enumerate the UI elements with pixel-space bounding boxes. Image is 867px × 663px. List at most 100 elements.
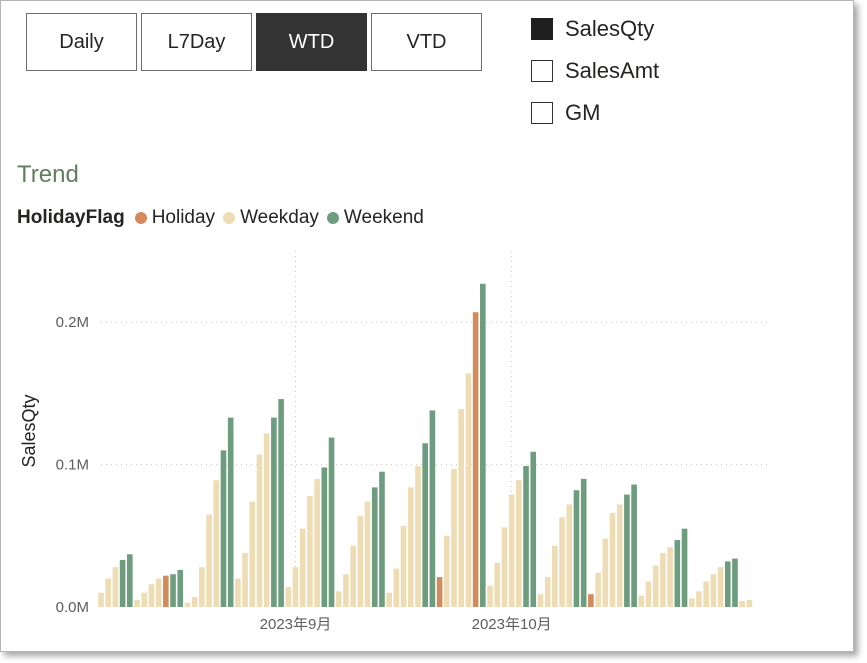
bar-weekday[interactable] [292, 567, 299, 607]
checkbox-checked[interactable] [531, 18, 553, 40]
bar-weekday[interactable] [660, 552, 666, 607]
bar-weekday[interactable] [458, 409, 465, 607]
bar-weekday[interactable] [609, 513, 616, 607]
bar-weekend[interactable] [429, 410, 436, 607]
bar-weekday[interactable] [501, 527, 508, 607]
bar-weekday[interactable] [191, 597, 198, 607]
checkbox-unchecked[interactable] [531, 102, 553, 124]
legend-item-weekend[interactable]: Weekend [326, 207, 424, 229]
bar-weekday[interactable] [746, 599, 753, 607]
bar-weekday[interactable] [537, 594, 544, 607]
bar-weekend[interactable] [271, 417, 277, 607]
bar-weekend[interactable] [371, 487, 378, 607]
bar-weekday[interactable] [688, 598, 695, 607]
bar-weekday[interactable] [494, 562, 501, 607]
checkbox-unchecked[interactable] [531, 60, 553, 82]
bar-weekend[interactable] [724, 561, 731, 607]
bar-weekday[interactable] [400, 525, 407, 607]
bar-weekend[interactable] [573, 490, 580, 607]
bar-weekday[interactable] [703, 581, 709, 607]
bar-weekday[interactable] [206, 514, 212, 607]
bar-weekday[interactable] [307, 495, 313, 607]
bar-weekday[interactable] [552, 545, 558, 607]
bar-weekday[interactable] [141, 592, 148, 607]
bar-weekend[interactable] [220, 450, 227, 607]
bar-weekend[interactable] [119, 560, 126, 607]
bar-weekday[interactable] [595, 572, 601, 607]
bar-weekday[interactable] [357, 515, 364, 607]
bar-weekday[interactable] [566, 504, 573, 607]
bar-weekday[interactable] [739, 601, 745, 607]
bar-weekday[interactable] [213, 480, 220, 607]
bar-weekday[interactable] [364, 501, 371, 607]
bar-weekday[interactable] [199, 567, 205, 607]
measure-salesamt[interactable]: SalesAmt [531, 57, 731, 85]
bar-weekday[interactable] [256, 454, 263, 607]
bar-weekday[interactable] [645, 581, 652, 607]
bar-weekend[interactable] [624, 494, 630, 608]
bar-weekday[interactable] [105, 578, 112, 607]
bar-weekday[interactable] [717, 567, 724, 607]
bar-weekday[interactable] [242, 552, 248, 607]
bar-weekend[interactable] [674, 540, 681, 607]
bar-weekend[interactable] [321, 467, 328, 607]
bar-weekday[interactable] [386, 592, 392, 607]
bar-weekday[interactable] [616, 504, 623, 607]
bar-weekday[interactable] [148, 584, 155, 607]
bar-weekday[interactable] [652, 565, 659, 607]
bar-weekend[interactable] [732, 558, 738, 607]
bar-weekday[interactable] [184, 602, 191, 607]
bar-holiday[interactable] [163, 575, 169, 607]
bar-weekday[interactable] [393, 568, 400, 607]
bar-weekday[interactable] [343, 574, 349, 607]
bar-weekday[interactable] [98, 592, 104, 607]
bar-weekend[interactable] [328, 437, 335, 607]
legend-item-weekday[interactable]: Weekday [223, 207, 319, 229]
tab-daily[interactable]: Daily [26, 13, 137, 71]
bar-weekday[interactable] [667, 547, 673, 607]
bar-weekend[interactable] [422, 443, 428, 607]
bar-weekend[interactable] [681, 528, 688, 607]
bar-weekend[interactable] [227, 417, 234, 607]
bar-weekday[interactable] [444, 535, 450, 607]
legend-item-holiday[interactable]: Holiday [134, 207, 215, 229]
bar-weekday[interactable] [638, 595, 645, 607]
bar-weekend[interactable] [530, 451, 537, 607]
bar-weekday[interactable] [415, 466, 421, 607]
bar-weekday[interactable] [263, 433, 270, 607]
bar-weekday[interactable] [508, 494, 515, 608]
bar-holiday[interactable] [472, 312, 479, 607]
bar-weekday[interactable] [350, 545, 356, 607]
bar-weekday[interactable] [710, 574, 717, 607]
bar-weekday[interactable] [602, 538, 609, 607]
tab-vtd[interactable]: VTD [371, 13, 482, 71]
bar-weekday[interactable] [112, 567, 119, 607]
bar-weekday[interactable] [155, 578, 162, 607]
bar-holiday[interactable] [436, 577, 443, 607]
bar-weekday[interactable] [544, 577, 551, 607]
tab-l7day[interactable]: L7Day [141, 13, 252, 71]
bar-weekend[interactable] [480, 283, 486, 607]
bar-weekday[interactable] [299, 528, 306, 607]
bar-weekday[interactable] [696, 591, 702, 607]
bar-weekend[interactable] [278, 399, 284, 607]
bar-weekend[interactable] [127, 554, 133, 607]
bar-weekday[interactable] [314, 478, 320, 607]
bar-weekday[interactable] [465, 373, 472, 607]
measure-salesqty[interactable]: SalesQty [531, 15, 731, 43]
bar-weekend[interactable] [580, 478, 587, 607]
bar-weekday[interactable] [134, 599, 140, 607]
bar-weekday[interactable] [407, 487, 414, 607]
bar-weekday[interactable] [487, 585, 493, 607]
bar-weekend[interactable] [631, 484, 637, 607]
bar-weekday[interactable] [559, 517, 565, 607]
bar-weekend[interactable] [523, 466, 529, 607]
bar-weekday[interactable] [451, 468, 457, 607]
bar-weekday[interactable] [249, 501, 256, 607]
bar-weekday[interactable] [285, 587, 292, 607]
bar-holiday[interactable] [588, 594, 594, 607]
bar-weekday[interactable] [235, 578, 241, 607]
bar-weekend[interactable] [379, 471, 385, 607]
bar-weekday[interactable] [335, 591, 342, 607]
tab-wtd[interactable]: WTD [256, 13, 367, 71]
